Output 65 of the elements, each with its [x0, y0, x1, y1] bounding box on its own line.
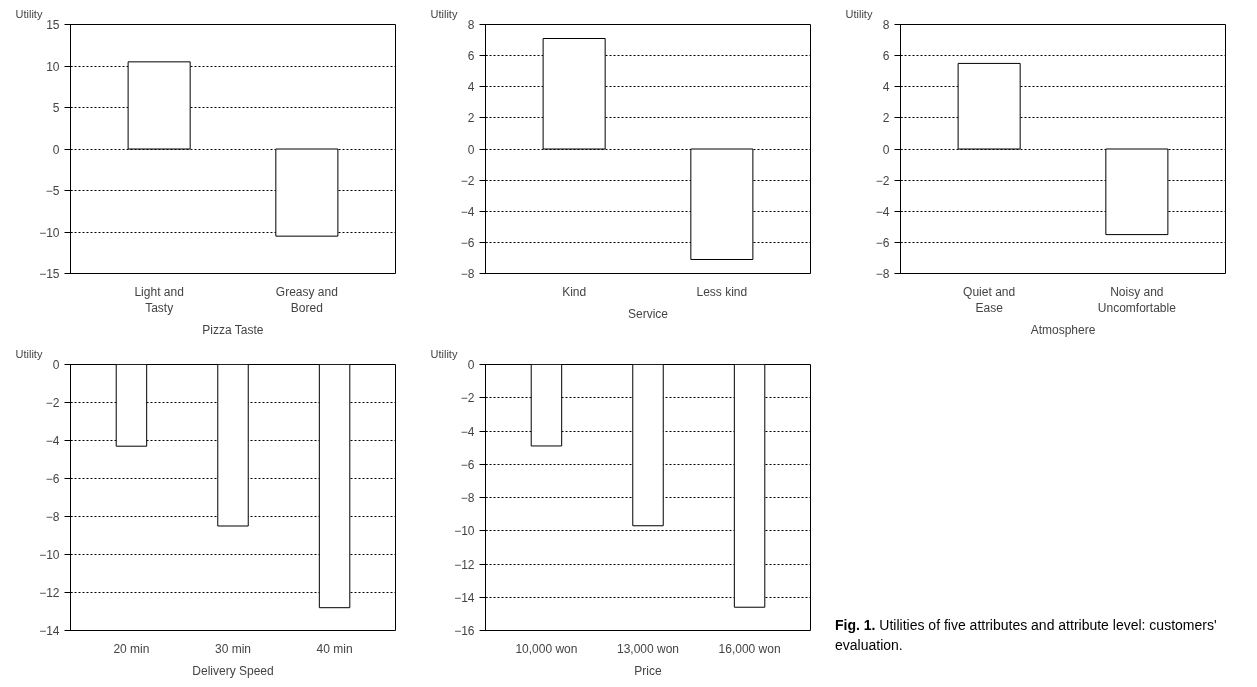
y-tick-label: −8 [460, 491, 475, 505]
y-tick-label: −4 [875, 204, 890, 219]
y-tick-label: −6 [460, 457, 475, 472]
y-tick-label: 0 [52, 142, 60, 157]
y-tick-label: −6 [875, 235, 890, 250]
y-tick-label: −4 [45, 434, 60, 448]
y-tick-label: 8 [467, 18, 475, 32]
y-tick-label: −6 [45, 472, 60, 486]
y-tick-label: 0 [882, 142, 890, 157]
x-tick-label: 20 min [113, 641, 150, 656]
y-tick-label: 6 [467, 49, 475, 64]
y-tick-label: 15 [46, 18, 60, 32]
x-axis-title: Atmosphere [1030, 323, 1096, 338]
x-tick-label: 13,000 won [616, 641, 680, 656]
y-axis-title: Utility [15, 7, 43, 20]
y-tick-label: −10 [454, 524, 475, 539]
y-axis-title: Utility [15, 347, 43, 360]
y-tick-label: 0 [52, 358, 60, 372]
y-tick-label: 4 [882, 80, 890, 95]
y-tick-label: −12 [454, 557, 475, 572]
y-axis-title: Utility [845, 7, 873, 20]
y-tick-label: −10 [39, 225, 60, 240]
y-tick-label: 6 [882, 49, 890, 64]
x-tick-label: Light and Tasty [134, 284, 184, 316]
y-tick-label: −2 [875, 173, 890, 188]
y-tick-label: 2 [882, 111, 890, 126]
y-tick-label: −12 [39, 586, 60, 600]
x-tick-label: Quiet and Ease [963, 284, 1016, 316]
y-tick-label: −8 [875, 267, 890, 281]
y-tick-label: 10 [46, 59, 60, 74]
y-tick-label: 8 [882, 18, 890, 32]
y-tick-label: −14 [454, 590, 475, 605]
y-tick-label: −8 [460, 267, 475, 281]
y-tick-label: −8 [45, 510, 60, 524]
x-tick-label: Kind [562, 284, 587, 299]
caption: Fig. 1. Utilities of five attributes and attribute level: customers' evaluation. [835, 616, 1218, 655]
y-tick-label: 0 [467, 358, 475, 372]
y-axis-title: Utility [430, 347, 458, 360]
x-tick-label: Noisy and Uncomfortable [1097, 284, 1177, 316]
y-tick-label: −14 [39, 624, 60, 638]
x-tick-label: Less kind [696, 284, 748, 299]
y-tick-label: 0 [467, 142, 475, 157]
y-tick-label: −4 [460, 424, 475, 439]
y-tick-label: −2 [460, 173, 475, 188]
y-tick-label: −5 [45, 184, 60, 198]
x-axis-title: Service [627, 306, 669, 321]
x-axis-title: Pizza Taste [202, 323, 264, 338]
x-tick-label: 40 min [316, 641, 353, 656]
y-tick-label: 5 [52, 101, 60, 115]
y-tick-label: −15 [39, 267, 60, 281]
x-tick-label: 30 min [214, 641, 252, 656]
y-tick-label: −10 [39, 548, 60, 562]
x-axis-title: Price [634, 663, 662, 678]
y-tick-label: −16 [454, 624, 475, 638]
y-tick-label: −4 [460, 204, 475, 219]
y-tick-label: −6 [460, 235, 475, 250]
x-axis-title: Delivery Speed [192, 663, 274, 678]
x-tick-label: Greasy and Bored [275, 284, 338, 316]
y-tick-label: 2 [467, 111, 475, 126]
y-axis-title: Utility [430, 7, 458, 20]
x-tick-label: 10,000 won [515, 641, 578, 656]
y-tick-label: −2 [460, 391, 475, 406]
x-tick-label: 16,000 won [718, 641, 781, 656]
y-tick-label: −2 [45, 396, 60, 410]
y-tick-label: 4 [467, 80, 475, 95]
